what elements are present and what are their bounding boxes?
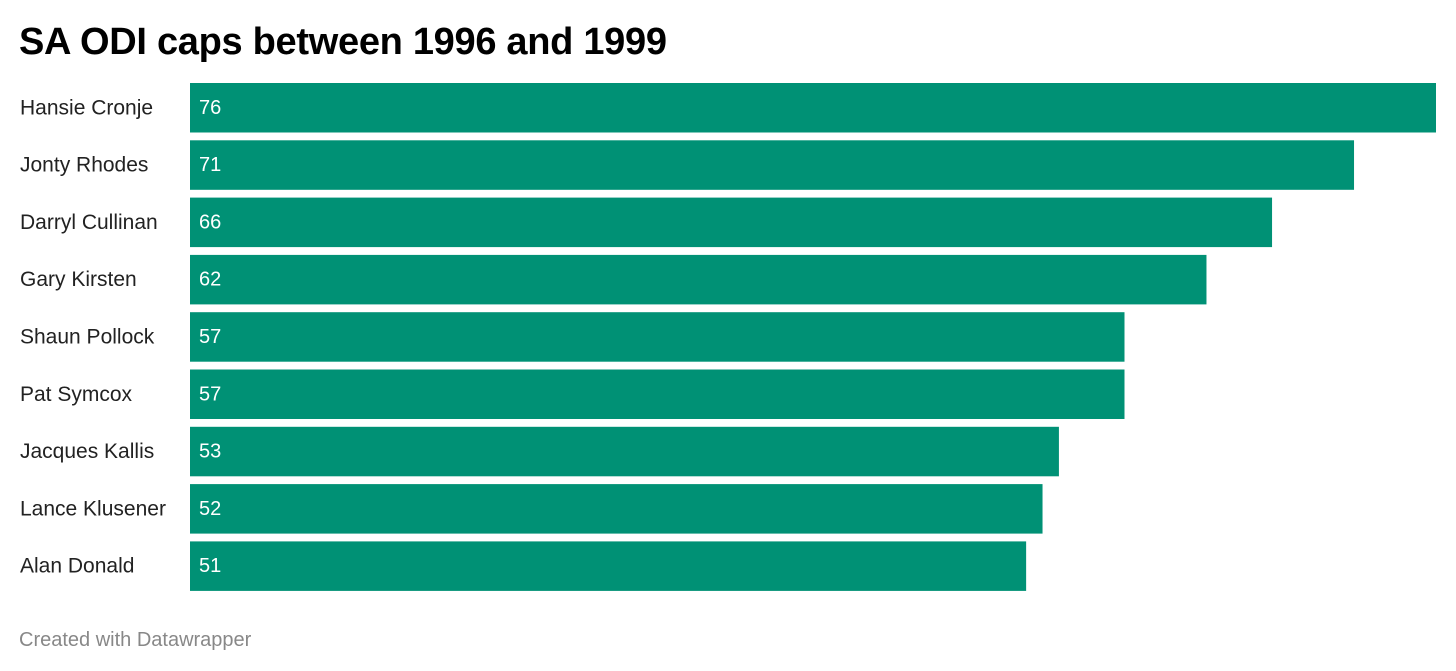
bar-value-label: 71 <box>199 154 221 176</box>
bar <box>190 140 1355 190</box>
category-label: Gary Kirsten <box>20 268 137 291</box>
category-label: Shaun Pollock <box>20 325 155 348</box>
category-label: Jacques Kallis <box>20 440 154 463</box>
bar <box>190 312 1125 362</box>
datawrapper-credit: Created with Datawrapper <box>19 629 252 651</box>
bar-value-label: 62 <box>199 269 221 291</box>
bar <box>190 369 1125 419</box>
category-label: Alan Donald <box>20 555 134 578</box>
bar <box>190 254 1207 305</box>
bar <box>190 484 1043 534</box>
bar-value-label: 57 <box>199 383 221 405</box>
bar-value-label: 76 <box>199 97 221 119</box>
category-label: Darryl Cullinan <box>20 211 158 234</box>
category-label: Lance Klusener <box>20 497 166 520</box>
bar <box>190 197 1273 248</box>
bar <box>190 83 1436 133</box>
bar-value-label: 51 <box>199 555 221 577</box>
bar-value-label: 57 <box>199 326 221 348</box>
bar-value-label: 52 <box>199 498 221 520</box>
category-label: Jonty Rhodes <box>20 154 148 177</box>
bar-value-label: 66 <box>199 211 221 233</box>
category-label: Hansie Cronje <box>20 96 153 119</box>
bar <box>190 426 1059 477</box>
bar-value-label: 53 <box>199 441 221 463</box>
bar <box>190 541 1027 591</box>
category-label: Pat Symcox <box>20 383 133 406</box>
chart-title: SA ODI caps between 1996 and 1999 <box>19 21 667 63</box>
